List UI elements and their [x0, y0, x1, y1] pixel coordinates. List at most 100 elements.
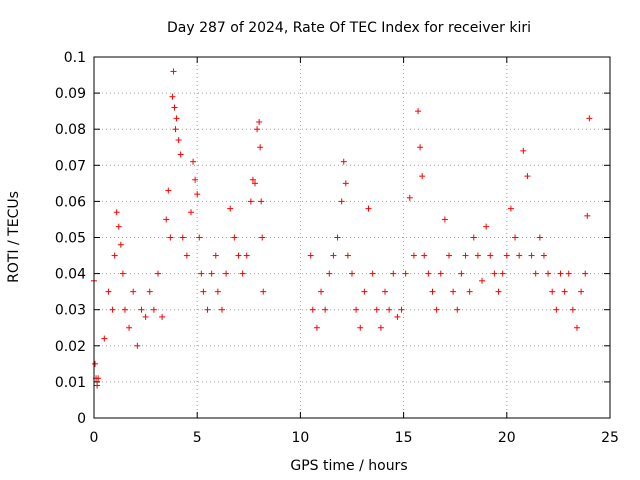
- data-point: [165, 187, 172, 194]
- data-point: [454, 306, 461, 313]
- data-point: [235, 252, 242, 259]
- data-point: [105, 288, 112, 295]
- y-tick-label: 0.06: [55, 194, 86, 210]
- data-point: [344, 252, 351, 259]
- data-point: [171, 104, 178, 111]
- data-point: [138, 306, 145, 313]
- data-point: [450, 288, 457, 295]
- axis-ticks: [93, 56, 611, 419]
- data-point: [586, 115, 593, 122]
- data-point: [361, 288, 368, 295]
- data-point: [94, 382, 101, 389]
- data-point: [134, 342, 141, 349]
- data-point: [349, 270, 355, 277]
- data-point: [307, 252, 314, 259]
- data-point: [258, 198, 265, 205]
- data-point: [126, 324, 133, 331]
- data-point: [565, 270, 572, 277]
- data-point: [204, 306, 211, 313]
- data-point: [516, 252, 523, 259]
- data-point: [243, 252, 250, 259]
- x-tick-label: 10: [291, 430, 309, 446]
- data-point: [462, 252, 469, 259]
- data-point: [458, 270, 465, 277]
- y-tick-label: 0.03: [55, 303, 86, 319]
- data-point: [417, 144, 424, 151]
- data-point: [159, 313, 166, 320]
- data-point: [142, 313, 149, 320]
- data-point: [257, 144, 264, 151]
- chart-title: Day 287 of 2024, Rate Of TEC Index for r…: [167, 20, 531, 36]
- data-point: [584, 212, 591, 219]
- data-point: [415, 108, 422, 115]
- data-point: [524, 173, 531, 180]
- data-point: [398, 306, 405, 313]
- data-point: [474, 252, 481, 259]
- data-point: [121, 306, 128, 313]
- data-point: [247, 198, 254, 205]
- y-tick-label: 0.08: [55, 122, 86, 138]
- data-point: [425, 270, 432, 277]
- data-point: [326, 270, 333, 277]
- data-point: [115, 223, 122, 230]
- data-point: [330, 252, 337, 259]
- tick-labels: 0 0.01 0.02 0.03 0.04 0.05 0.06 0.07 0.08 0.09 0.1…: [55, 50, 619, 446]
- data-point: [196, 234, 203, 241]
- data-point: [540, 252, 547, 259]
- data-point: [322, 306, 329, 313]
- data-point: [578, 288, 585, 295]
- data-point: [441, 216, 448, 223]
- data-point: [309, 306, 316, 313]
- y-axis-label: ROTI / TECUs: [6, 191, 22, 283]
- data-point: [386, 306, 393, 313]
- x-tick-label: 0: [90, 430, 99, 446]
- data-point: [491, 270, 498, 277]
- data-point: [318, 288, 325, 295]
- data-point: [528, 252, 535, 259]
- data-point: [394, 313, 401, 320]
- data-point: [338, 198, 345, 205]
- data-point: [553, 306, 560, 313]
- data-point: [545, 270, 552, 277]
- y-tick-label: 0.04: [55, 267, 86, 283]
- data-point: [520, 147, 527, 154]
- data-points: [91, 68, 593, 389]
- data-point: [198, 270, 205, 277]
- data-point: [479, 277, 486, 284]
- data-point: [130, 288, 137, 295]
- data-point: [410, 252, 417, 259]
- x-tick-label: 15: [395, 430, 413, 446]
- data-point: [549, 288, 556, 295]
- data-point: [169, 93, 176, 100]
- data-point: [172, 126, 179, 133]
- data-point: [382, 288, 389, 295]
- data-point: [369, 270, 376, 277]
- data-point: [429, 288, 436, 295]
- y-tick-label: 0.07: [55, 158, 86, 174]
- data-point: [390, 270, 397, 277]
- data-point: [218, 306, 225, 313]
- data-point: [150, 306, 157, 313]
- data-point: [495, 288, 502, 295]
- data-point: [419, 173, 426, 180]
- data-point: [175, 137, 182, 144]
- data-point: [239, 270, 246, 277]
- y-tick-label: 0.09: [55, 86, 86, 102]
- data-point: [569, 306, 576, 313]
- data-point: [446, 252, 453, 259]
- data-point: [183, 252, 190, 259]
- data-point: [421, 252, 428, 259]
- data-point: [170, 68, 177, 75]
- data-point: [512, 234, 519, 241]
- x-tick-label: 25: [601, 430, 619, 446]
- data-point: [223, 270, 230, 277]
- data-point: [357, 324, 364, 331]
- data-point: [119, 270, 126, 277]
- data-point: [557, 270, 564, 277]
- data-point: [365, 205, 372, 212]
- data-point: [212, 252, 219, 259]
- data-point: [582, 270, 589, 277]
- data-point: [499, 270, 506, 277]
- data-point: [377, 324, 384, 331]
